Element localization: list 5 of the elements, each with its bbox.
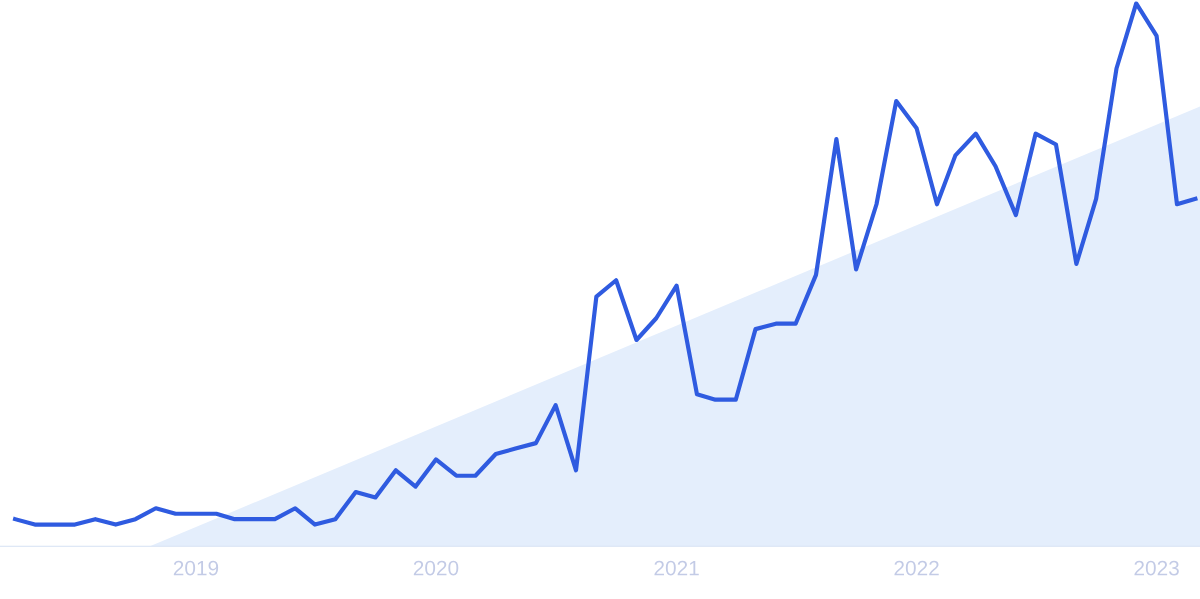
x-tick-label: 2020 bbox=[413, 560, 459, 576]
x-tick-label: 2021 bbox=[654, 560, 699, 576]
x-tick-label: 2023 bbox=[1134, 560, 1179, 576]
x-tick-label: 2022 bbox=[894, 560, 939, 576]
x-tick-label: 2019 bbox=[173, 560, 219, 576]
